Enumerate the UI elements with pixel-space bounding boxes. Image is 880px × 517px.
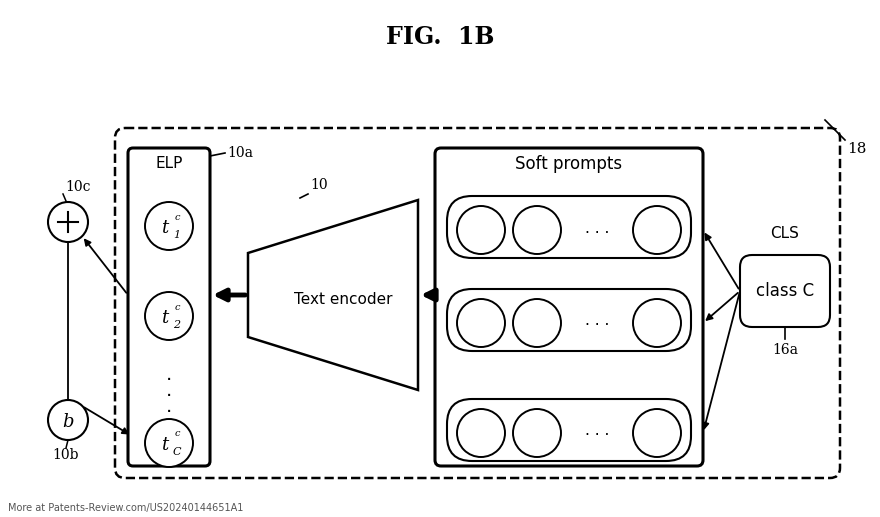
Text: 1: 1 bbox=[662, 216, 668, 224]
Text: Text encoder: Text encoder bbox=[294, 292, 392, 307]
Text: 10c: 10c bbox=[65, 180, 91, 194]
Text: c: c bbox=[487, 309, 492, 317]
Circle shape bbox=[457, 299, 505, 347]
Text: c: c bbox=[174, 212, 180, 221]
Text: 1: 1 bbox=[486, 236, 492, 245]
Text: · · ·: · · · bbox=[585, 318, 609, 333]
Text: p: p bbox=[528, 226, 538, 240]
Text: 2: 2 bbox=[542, 309, 548, 317]
Text: 14: 14 bbox=[659, 236, 671, 245]
Circle shape bbox=[48, 400, 88, 440]
Text: c: c bbox=[487, 418, 492, 428]
FancyBboxPatch shape bbox=[740, 255, 830, 327]
Text: CLS: CLS bbox=[771, 226, 799, 241]
Text: p: p bbox=[649, 429, 658, 443]
Circle shape bbox=[145, 419, 193, 467]
Circle shape bbox=[457, 206, 505, 254]
Text: c: c bbox=[542, 418, 547, 428]
Text: p: p bbox=[473, 429, 482, 443]
Text: b: b bbox=[62, 413, 74, 431]
Text: class C: class C bbox=[756, 282, 814, 300]
Text: 2: 2 bbox=[542, 438, 548, 448]
Text: ·: · bbox=[165, 387, 172, 405]
Text: p: p bbox=[473, 319, 482, 333]
FancyBboxPatch shape bbox=[128, 148, 210, 466]
Text: 2: 2 bbox=[542, 328, 548, 338]
Circle shape bbox=[633, 409, 681, 457]
Circle shape bbox=[633, 299, 681, 347]
Text: p: p bbox=[528, 319, 538, 333]
Text: p: p bbox=[473, 226, 482, 240]
Circle shape bbox=[145, 202, 193, 250]
FancyBboxPatch shape bbox=[115, 128, 840, 478]
Text: c: c bbox=[174, 430, 180, 438]
Text: 2: 2 bbox=[662, 309, 668, 317]
Text: 1: 1 bbox=[486, 438, 492, 448]
Text: p: p bbox=[649, 226, 658, 240]
Text: ·: · bbox=[165, 403, 172, 421]
Circle shape bbox=[457, 409, 505, 457]
Text: 1: 1 bbox=[486, 328, 492, 338]
Circle shape bbox=[145, 292, 193, 340]
Text: 1: 1 bbox=[542, 216, 548, 224]
Text: p: p bbox=[649, 319, 658, 333]
Text: p: p bbox=[528, 429, 538, 443]
Text: 14: 14 bbox=[659, 328, 671, 338]
Text: 2: 2 bbox=[542, 236, 548, 245]
Text: 16a: 16a bbox=[772, 343, 798, 357]
Text: t: t bbox=[161, 309, 169, 327]
Text: c: c bbox=[174, 302, 180, 312]
FancyBboxPatch shape bbox=[447, 196, 691, 258]
Text: t: t bbox=[161, 436, 169, 454]
Text: c: c bbox=[487, 216, 492, 224]
Text: 10b: 10b bbox=[53, 448, 79, 462]
Circle shape bbox=[513, 409, 561, 457]
Text: Soft prompts: Soft prompts bbox=[516, 155, 622, 173]
Circle shape bbox=[513, 299, 561, 347]
Text: · · ·: · · · bbox=[585, 429, 609, 444]
Circle shape bbox=[633, 206, 681, 254]
Text: FIG.  1B: FIG. 1B bbox=[385, 25, 495, 49]
Text: 10a: 10a bbox=[227, 146, 253, 160]
Text: 14: 14 bbox=[659, 438, 671, 448]
FancyBboxPatch shape bbox=[447, 289, 691, 351]
FancyBboxPatch shape bbox=[447, 399, 691, 461]
Text: ·: · bbox=[165, 371, 172, 389]
Circle shape bbox=[48, 202, 88, 242]
Text: c: c bbox=[663, 418, 668, 428]
Polygon shape bbox=[248, 200, 418, 390]
Circle shape bbox=[513, 206, 561, 254]
Text: 10: 10 bbox=[310, 178, 327, 192]
Text: ELP: ELP bbox=[155, 157, 183, 172]
FancyBboxPatch shape bbox=[435, 148, 703, 466]
Text: More at Patents-Review.com/US20240144651A1: More at Patents-Review.com/US20240144651… bbox=[8, 503, 244, 513]
Text: 2: 2 bbox=[173, 320, 180, 330]
Text: 1: 1 bbox=[173, 230, 180, 240]
Text: t: t bbox=[161, 219, 169, 237]
Text: · · ·: · · · bbox=[585, 225, 609, 240]
Text: C: C bbox=[172, 447, 181, 457]
Text: 18: 18 bbox=[847, 142, 867, 156]
